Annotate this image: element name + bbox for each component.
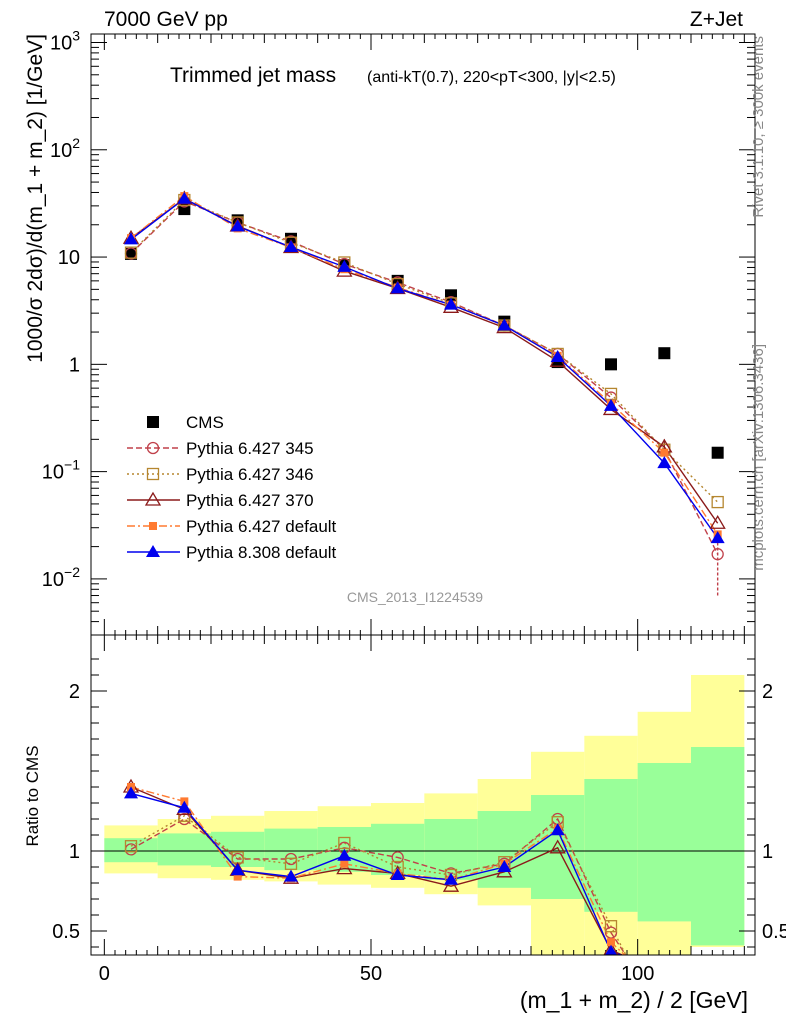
y-tick-label: 103 [50, 27, 80, 54]
point-pythia-6-427-370 [709, 514, 726, 529]
series-line-pythia-8-308-default [130, 197, 719, 539]
point-pythia-8-308-default [230, 219, 245, 232]
ratio-y-axis-label: Ratio to CMS [23, 745, 42, 846]
point-pythia-8-308-default [390, 281, 405, 294]
ratio-error-bands [104, 675, 745, 955]
ratio-point-pythia-8-308-default [177, 800, 192, 813]
legend-marker-pythia-8-308-default [146, 545, 160, 557]
ratio-line-pythia-6-427-345 [130, 817, 628, 958]
ratio-y-tick-label-right: 1 [762, 841, 773, 863]
point-pythia-8-308-default [444, 297, 458, 310]
legend-label-cms: CMS [186, 413, 224, 432]
ratio-y-tick-label-right: 2 [762, 681, 773, 703]
point-pythia-8-308-default [497, 318, 512, 331]
ratio-point-pythia-8-308-default [550, 823, 565, 836]
ratio-point-pythia-6-427-default [340, 859, 349, 868]
x-tick-label: 0 [99, 963, 110, 985]
series-line-pythia-6-427-default [130, 195, 719, 535]
point-cms [285, 232, 297, 245]
ratio-point-pythia-8-308-default [604, 944, 618, 957]
band-inner [477, 811, 531, 888]
legend-label-pythia-6-427-345: Pythia 6.427 345 [186, 439, 314, 458]
point-pythia-8-308-default [337, 259, 352, 272]
legend-label-pythia-6-427-370: Pythia 6.427 370 [186, 491, 314, 510]
ratio-y-tick-label: 2 [69, 681, 80, 703]
point-cms [125, 247, 137, 260]
chart-title-detail: (anti-kT(0.7), 220<pT<300, |y|<2.5) [367, 69, 616, 86]
x-tick-label: 100 [621, 963, 654, 985]
legend-marker-pythia-6-427-346 [146, 467, 160, 481]
point-pythia-8-308-default [657, 456, 672, 469]
analysis-watermark: CMS_2013_I1224539 [347, 589, 483, 605]
legend: CMS Pythia 6.427 345 Pythia 6.427 346 Pythi… [127, 413, 337, 562]
ratio-y-tick-label: 1 [69, 841, 80, 863]
y-tick-label: 102 [50, 135, 80, 162]
point-cms [658, 347, 671, 360]
point-cms [711, 446, 724, 459]
point-pythia-8-308-default [124, 232, 138, 245]
point-pythia-6-427-346 [711, 495, 724, 509]
band-inner [157, 833, 211, 866]
rivet-label: Rivet 3.1.10, ≥ 300k events [750, 36, 767, 218]
header-left: 7000 GeV pp [104, 8, 228, 31]
ratio-point-pythia-8-308-default [390, 868, 405, 880]
ratio-point-pythia-6-427-default [233, 872, 242, 881]
point-pythia-8-308-default [177, 191, 192, 204]
ratio-point-pythia-6-427-346 [124, 840, 138, 853]
legend-marker-pythia-6-427-345 [146, 441, 160, 455]
ratio-point-pythia-6-427-default [607, 938, 615, 947]
frame-mask [89, 955, 757, 968]
ratio-point-pythia-6-427-345 [391, 851, 404, 864]
series-markers [89, 190, 757, 968]
ratio-y-tick-label-right: 0.5 [762, 921, 786, 943]
legend-label-pythia-8-308-default: Pythia 8.308 default [186, 543, 337, 562]
ratio-y-tick-label: 0.5 [52, 921, 80, 943]
point-pythia-8-308-default [710, 531, 725, 544]
ratio-point-pythia-6-427-370 [442, 877, 460, 892]
band-inner [691, 747, 745, 946]
ratio-point-pythia-6-427-370 [549, 839, 566, 854]
point-pythia-6-427-default [660, 448, 669, 457]
point-pythia-8-308-default [284, 240, 298, 253]
y-axis-label: 1000/σ 2dσ)/d(m_1 + m_2) [1/GeV] [24, 34, 47, 363]
y-tick-label: 10−2 [42, 564, 80, 591]
x-axis-label: (m_1 + m_2) / 2 [GeV] [520, 987, 748, 1013]
chart-title: Trimmed jet mass [170, 64, 336, 87]
header-right: Z+Jet [689, 8, 743, 31]
x-tick-label: 50 [360, 963, 382, 985]
ratio-point-pythia-6-427-346 [338, 836, 351, 850]
ratio-point-pythia-6-427-345 [604, 926, 618, 939]
legend-label-pythia-6-427-default: Pythia 6.427 default [186, 517, 337, 536]
band-inner [584, 779, 638, 912]
legend-marker-cms [147, 416, 159, 428]
legend-marker-pythia-6-427-370 [144, 491, 162, 506]
legend-marker-pythia-6-427-default [149, 522, 157, 530]
axes [90, 33, 756, 956]
mcplots-label: mcplots.cern.ch [arXiv:1306.3436] [750, 344, 767, 571]
point-cms [605, 358, 617, 371]
chart-labels: 0 50 100 10−2 10−1 1 10 102 103 0.5 0.5 1 1 2 2 1000/σ … [23, 27, 786, 1013]
band-inner [264, 828, 318, 871]
ratio-point-pythia-6-427-346 [284, 857, 298, 870]
ratio-point-pythia-8-308-default [124, 786, 138, 799]
y-tick-label: 1 [69, 354, 80, 376]
ratio-point-pythia-8-308-default [497, 860, 512, 872]
band-inner [104, 838, 158, 863]
point-pythia-6-427-345 [711, 548, 724, 561]
band-inner [637, 763, 691, 922]
point-pythia-8-308-default [550, 350, 565, 363]
y-tick-label: 10 [58, 247, 80, 269]
ratio-point-pythia-8-308-default [230, 863, 245, 876]
legend-label-pythia-6-427-346: Pythia 6.427 346 [186, 465, 314, 484]
series-line-pythia-6-427-345 [130, 200, 719, 555]
ratio-point-pythia-8-308-default [284, 869, 298, 882]
y-tick-label: 10−1 [42, 457, 80, 484]
point-pythia-6-427-346 [124, 246, 138, 259]
ratio-point-pythia-8-308-default [444, 872, 458, 885]
ratio-point-pythia-8-308-default [337, 848, 352, 861]
ratio-point-pythia-6-427-346 [604, 920, 618, 933]
point-pythia-8-308-default [604, 398, 618, 411]
ratio-line-pythia-6-427-346 [130, 814, 628, 958]
